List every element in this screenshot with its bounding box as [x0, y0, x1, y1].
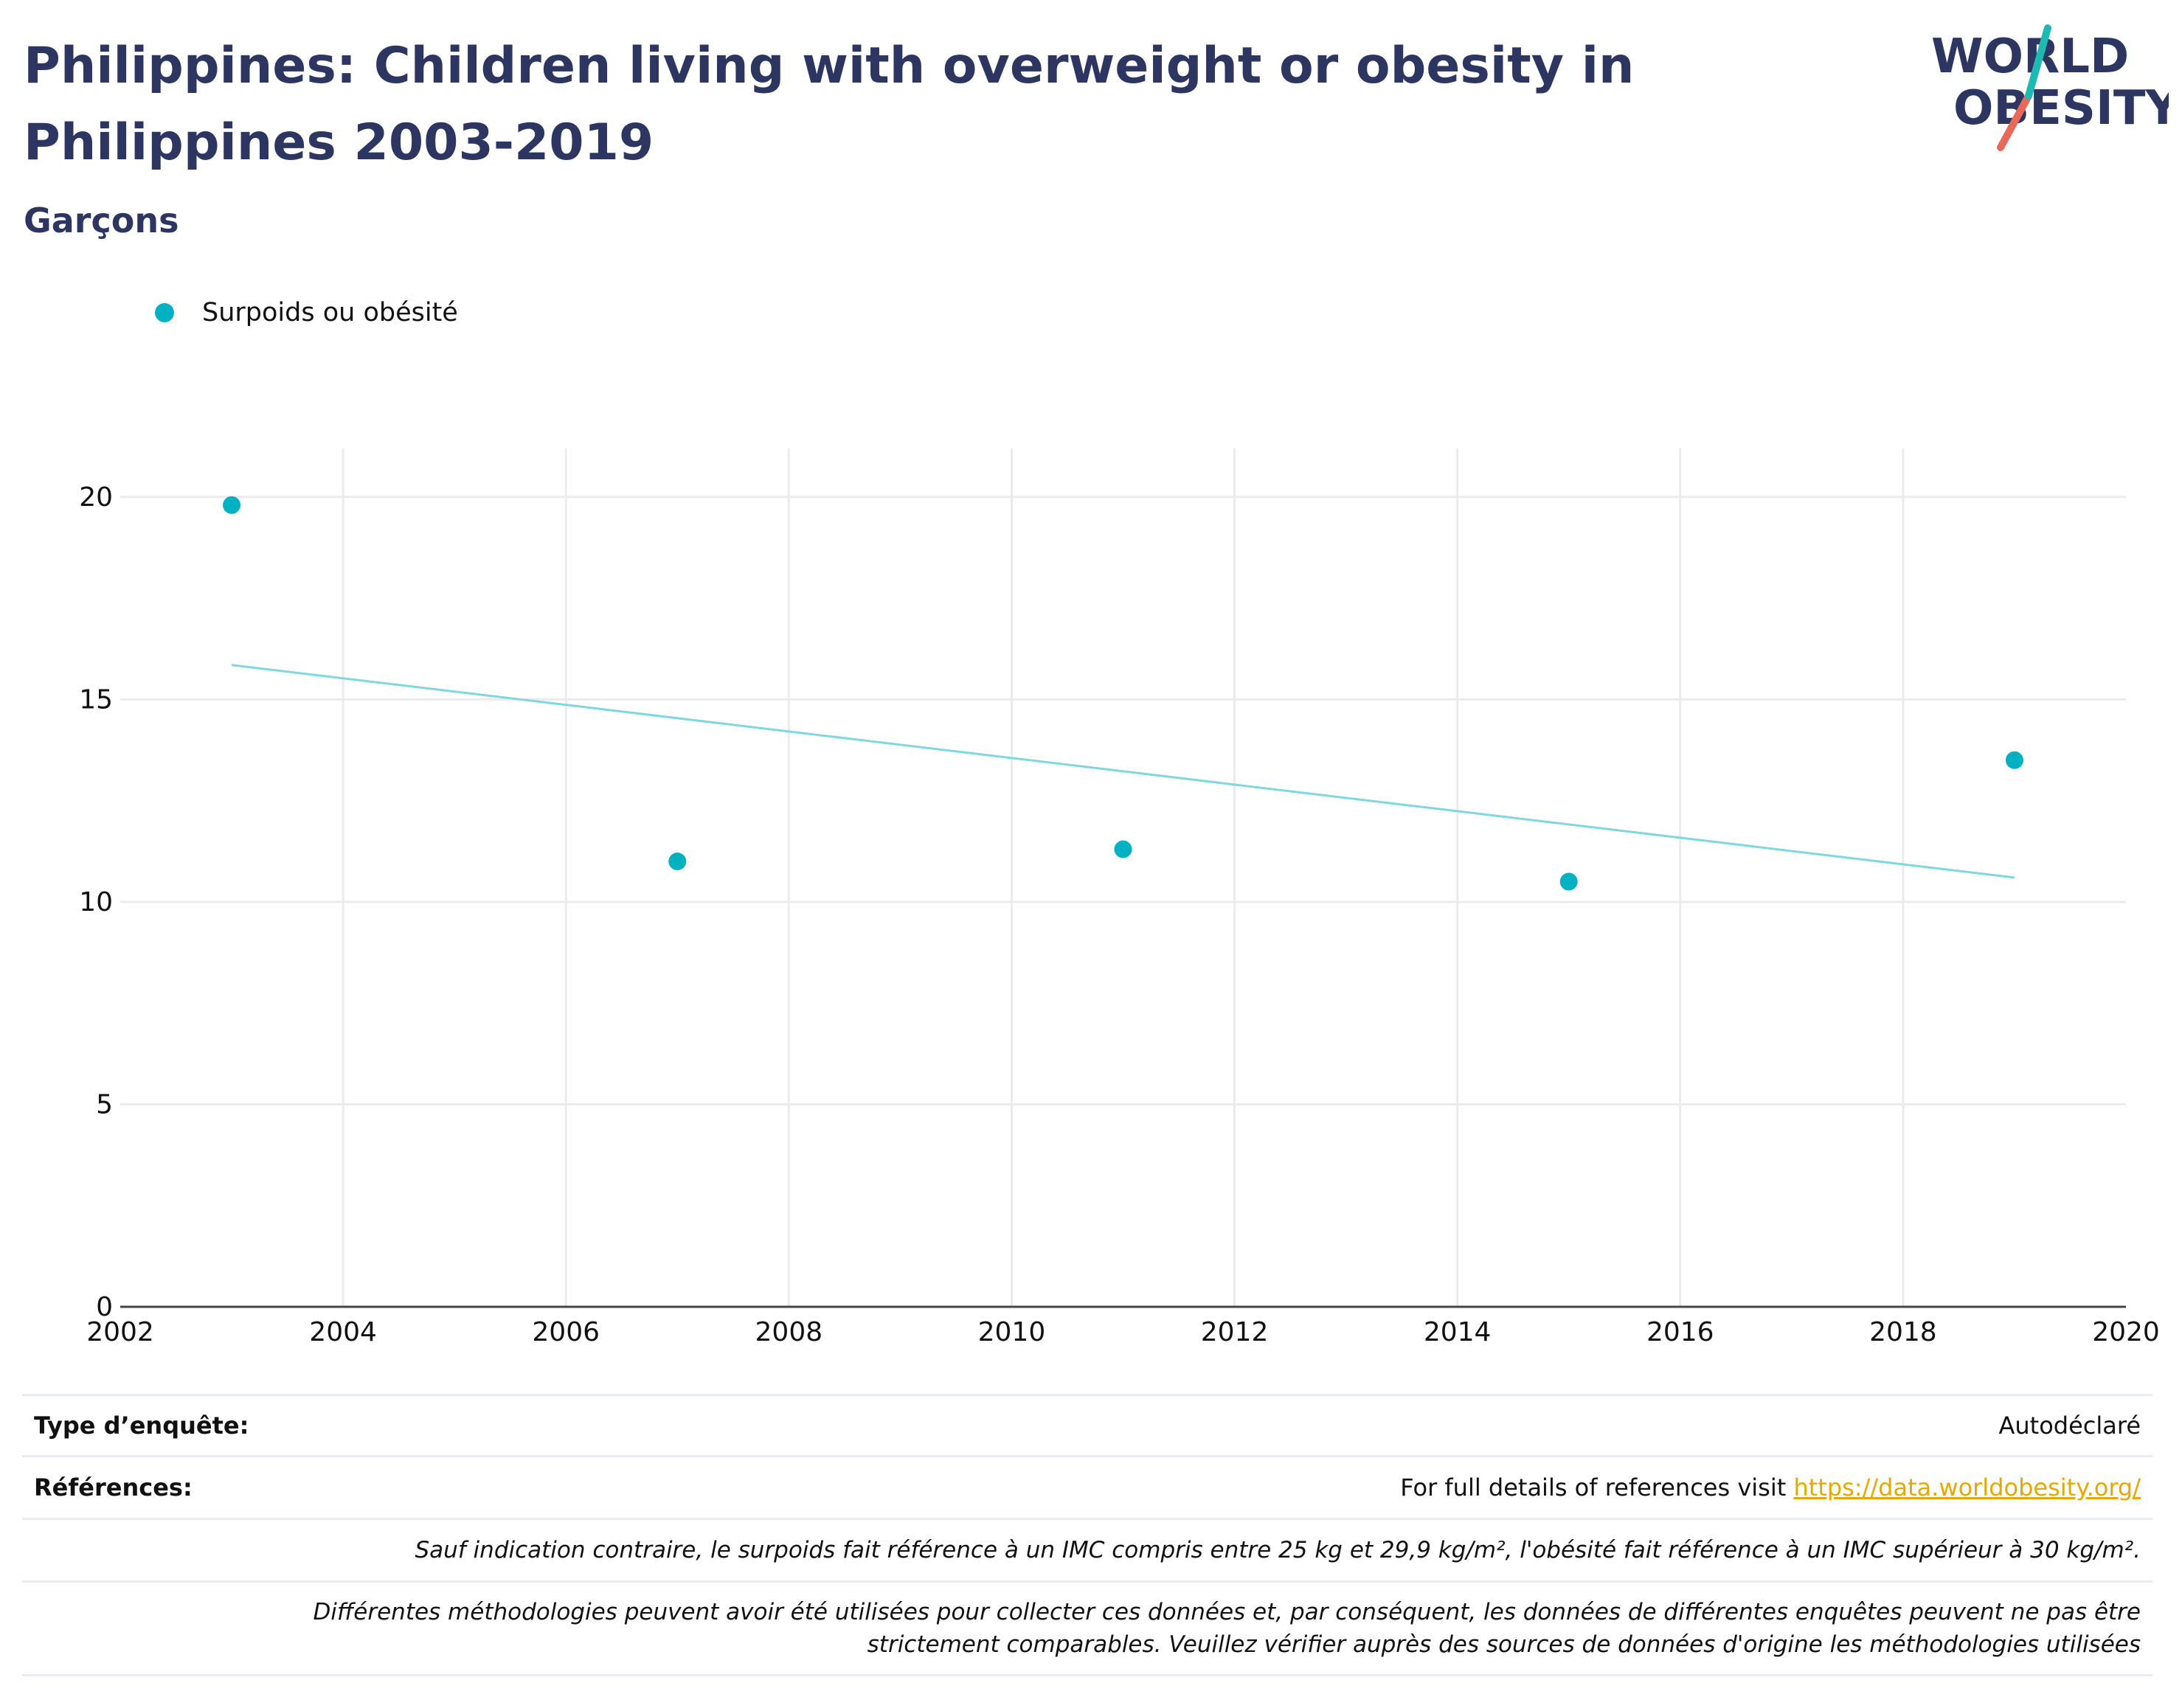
world-obesity-logo: WORLD OBESITY — [1931, 24, 2169, 151]
data-point — [1559, 872, 1578, 891]
x-tick-label: 2020 — [2092, 1317, 2160, 1347]
data-point — [1114, 840, 1132, 858]
survey-type-label: Type d’enquête: — [34, 1412, 249, 1440]
x-tick-label: 2018 — [1869, 1317, 1937, 1347]
x-tick-label: 2006 — [532, 1317, 600, 1347]
chart-plot: 2002 2004 2006 2008 2010 2012 2014 2016 2018 2020… — [79, 448, 2160, 1347]
y-tick-label: 5 — [96, 1089, 113, 1119]
survey-type-value: Autodéclaré — [1998, 1412, 2141, 1440]
footer-row-note-methodology: Différentes méthodologies peuvent avoir … — [22, 1583, 2152, 1676]
y-tick-label: 0 — [96, 1292, 113, 1322]
logo-line2: OBESITY — [1953, 81, 2169, 136]
y-tick-label: 10 — [79, 887, 113, 917]
chart-subtitle: Garçons — [24, 201, 179, 240]
footer-row-survey-type: Type d’enquête: Autodéclaré — [22, 1394, 2152, 1457]
x-tick-label: 2008 — [755, 1317, 823, 1347]
legend-label: Surpoids ou obésité — [202, 298, 458, 327]
y-tick-label: 20 — [79, 482, 113, 513]
chart-legend: Surpoids ou obésité — [155, 298, 458, 327]
x-tick-label: 2004 — [309, 1317, 377, 1347]
logo-line1: WORLD — [1931, 29, 2129, 84]
x-tick-label: 2016 — [1646, 1317, 1714, 1347]
footer-row-note-definitions: Sauf indication contraire, le surpoids f… — [22, 1520, 2152, 1583]
page-title: Philippines: Children living with overwe… — [24, 37, 1635, 172]
references-value: For full details of references visit htt… — [1400, 1473, 2152, 1502]
x-tick-label: 2002 — [86, 1317, 154, 1347]
data-point — [668, 853, 687, 871]
legend-marker — [155, 303, 174, 322]
references-label: Références: — [34, 1473, 193, 1502]
x-tick-label: 2014 — [1424, 1317, 1492, 1347]
x-tick-label: 2010 — [978, 1317, 1046, 1347]
x-tick-label: 2012 — [1201, 1317, 1269, 1347]
footer-row-references: Références: For full details of referenc… — [22, 1457, 2152, 1520]
data-point — [2005, 751, 2023, 769]
data-point — [223, 496, 241, 514]
y-tick-label: 15 — [79, 684, 113, 715]
note-definitions: Sauf indication contraire, le surpoids f… — [415, 1537, 2141, 1563]
references-text: For full details of references visit — [1400, 1473, 1794, 1502]
footer-table: Type d’enquête: Autodéclaré Références: … — [22, 1394, 2152, 1676]
note-methodology: Différentes méthodologies peuvent avoir … — [313, 1599, 2141, 1658]
trend-line — [231, 664, 2015, 879]
references-link[interactable]: https://data.worldobesity.org/ — [1793, 1473, 2141, 1502]
